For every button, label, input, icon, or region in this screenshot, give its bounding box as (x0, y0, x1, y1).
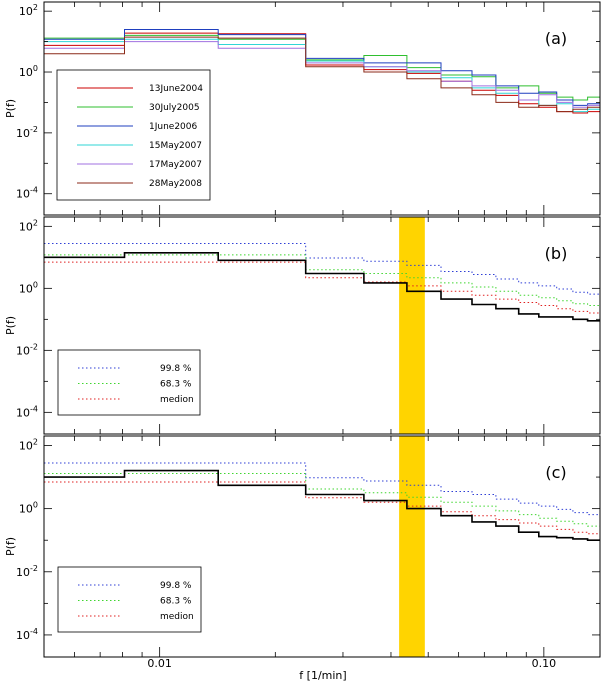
panel-c: 102 100 10-2 10-4 P(f) (c) 99.8 % 68.3 % medion (4, 435, 601, 658)
y-tick-label: 10-2 (16, 125, 38, 140)
panel-label: (c) (545, 463, 566, 482)
y-axis-label: P(f) (4, 537, 17, 556)
y-tick-label: 102 (19, 218, 38, 233)
legend-label: 99.8 % (160, 364, 192, 374)
series-line-1june2006 (44, 29, 600, 106)
series-line-68-3- (44, 254, 600, 306)
legend-label: 15May2007 (149, 141, 202, 151)
x-axis-label: f [1/min] (299, 669, 346, 682)
legend-box (57, 349, 201, 416)
highlight-band (399, 217, 425, 434)
y-tick-label: 10-4 (16, 627, 38, 642)
legend-label: 68.3 % (160, 380, 192, 390)
legend-label: 99.8 % (160, 581, 192, 591)
legend: 13June2004 30July2005 1June2006 15May2007 17… (56, 69, 211, 201)
plot-frame (43, 435, 601, 658)
y-axis-label: P(f) (4, 99, 17, 118)
legend-label: 30July2005 (149, 103, 200, 113)
series-line-data (44, 469, 600, 541)
legend: 99.8 % 68.3 % medion (57, 566, 202, 633)
y-tick-label: 10-2 (16, 342, 38, 357)
series-group (44, 243, 600, 322)
y-tick-label: 100 (19, 280, 38, 295)
y-tick-label: 102 (19, 3, 38, 18)
legend-label: 13June2004 (149, 84, 203, 94)
y-tick-label: 100 (19, 501, 38, 516)
y-tick-label: 10-2 (16, 564, 38, 579)
series-line-medion (44, 261, 600, 314)
legend-label: medion (160, 395, 194, 405)
y-tick-label: 100 (19, 64, 38, 79)
plot-frame (43, 1, 601, 216)
panel-label: (b) (545, 244, 568, 263)
panel-label: (a) (545, 29, 567, 48)
series-line-68-3- (44, 473, 600, 527)
plot-frame (43, 216, 601, 435)
legend: 99.8 % 68.3 % medion (57, 349, 201, 416)
y-axis-label: P(f) (4, 316, 17, 335)
x-tick-label: 0.10 (532, 657, 557, 670)
y-tick-label: 102 (19, 438, 38, 453)
legend-label: medion (160, 612, 194, 622)
legend-label: 28May2008 (149, 179, 202, 189)
legend-label: 68.3 % (160, 597, 192, 607)
panel-a: 102 100 10-2 10-4 P(f) (a) 13June2004 30July200… (4, 1, 601, 216)
y-tick-label: 10-4 (16, 186, 38, 201)
series-line-17may2007 (44, 41, 600, 108)
series-line-28may2008 (44, 36, 600, 113)
series-group (44, 29, 600, 114)
panel-b: 102 100 10-2 10-4 P(f) (b) 99.8 % 68.3 % medion (4, 216, 601, 435)
series-line-data (44, 252, 600, 322)
y-tick-label: 10-4 (16, 404, 38, 419)
legend-box (57, 566, 202, 633)
series-group (44, 462, 600, 541)
legend-label: 17May2007 (149, 160, 202, 170)
legend-label: 1June2006 (149, 122, 198, 132)
x-tick-label: 0.01 (147, 657, 172, 670)
series-line-30july2005 (44, 34, 600, 101)
series-line-99-8- (44, 462, 600, 516)
highlight-band (399, 436, 425, 657)
legend-box (56, 69, 211, 201)
